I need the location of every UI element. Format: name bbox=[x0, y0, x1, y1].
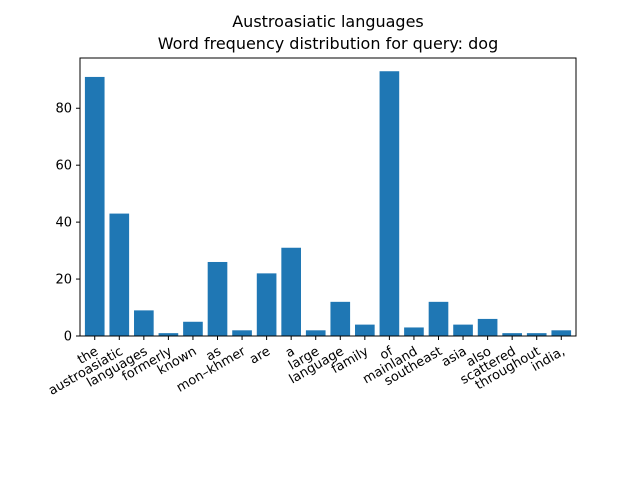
y-tick-label: 80 bbox=[55, 102, 72, 117]
y-tick-label: 0 bbox=[64, 330, 72, 345]
bar bbox=[330, 301, 351, 336]
bar bbox=[305, 330, 326, 336]
bar bbox=[404, 327, 424, 336]
plot-area: 020406080theaustroasiaticlanguagesformer… bbox=[46, 57, 577, 399]
bar bbox=[551, 330, 572, 336]
bar bbox=[84, 76, 105, 337]
bar bbox=[183, 321, 203, 336]
bar bbox=[134, 310, 154, 336]
bar bbox=[428, 301, 449, 336]
y-tick-label: 20 bbox=[55, 273, 72, 288]
bar bbox=[453, 324, 473, 336]
bar bbox=[158, 333, 179, 336]
x-tick-label: are bbox=[247, 344, 273, 368]
bar bbox=[232, 330, 252, 336]
chart-title: Austroasiatic languages bbox=[232, 12, 424, 31]
axes-frame bbox=[79, 57, 577, 337]
chart-subtitle: Word frequency distribution for query: d… bbox=[158, 34, 499, 53]
bar bbox=[379, 71, 400, 336]
bar bbox=[355, 324, 375, 336]
bar bbox=[207, 261, 228, 336]
y-tick-label: 60 bbox=[55, 159, 72, 174]
bar bbox=[109, 213, 130, 336]
bar bbox=[526, 333, 547, 336]
bar bbox=[281, 247, 301, 336]
x-tick-label: as bbox=[204, 344, 224, 364]
bar bbox=[502, 333, 522, 336]
y-tick-label: 40 bbox=[55, 216, 72, 231]
bar bbox=[256, 273, 277, 336]
bar bbox=[477, 318, 498, 336]
